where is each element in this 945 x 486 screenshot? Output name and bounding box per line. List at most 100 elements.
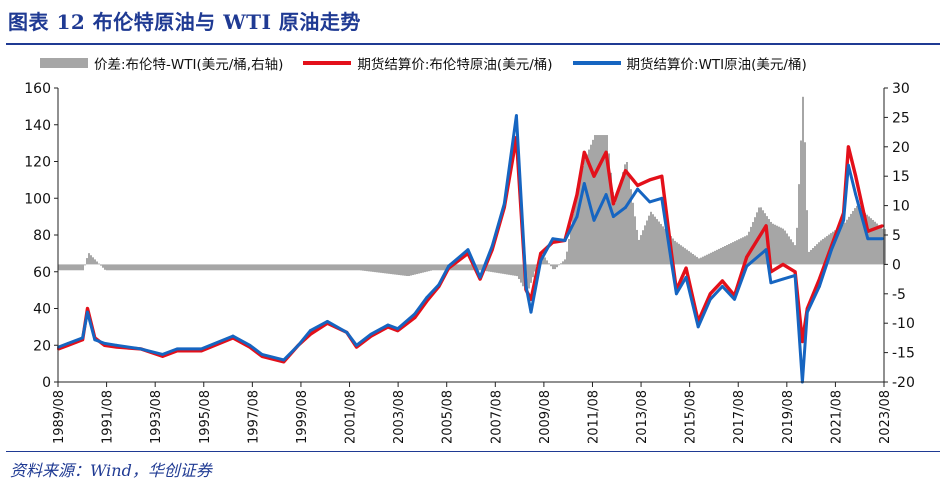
spread-bar (198, 264, 200, 271)
spread-bar (192, 264, 194, 271)
spread-bar (144, 264, 146, 271)
spread-bar (178, 264, 180, 271)
spread-bar (120, 264, 122, 271)
wti-point (575, 215, 579, 219)
spread-bar (112, 264, 114, 271)
spread-bar (286, 264, 288, 271)
spread-bar (704, 255, 706, 265)
spread-bar (644, 225, 646, 265)
wti-point (515, 114, 518, 117)
wti-point (830, 248, 833, 252)
spread-bar (796, 227, 798, 265)
y-right-tick-label: -15 (892, 346, 915, 362)
spread-bar (522, 264, 524, 287)
spread-bar (688, 251, 690, 265)
spread-bar (792, 242, 794, 265)
spread-bar (86, 258, 88, 265)
wti-point (425, 296, 429, 299)
spread-bar (636, 229, 638, 265)
spread-bar (182, 264, 184, 271)
spread-bar (656, 219, 658, 265)
spread-bar (684, 248, 686, 265)
spread-bar (378, 264, 380, 273)
wti-point (805, 310, 809, 314)
spread-bar (518, 264, 520, 280)
spread-bar (562, 261, 564, 265)
spread-bar (854, 208, 856, 265)
y-right-tick-label: 10 (892, 199, 910, 215)
wti-point (611, 215, 615, 219)
spread-bar (728, 244, 730, 265)
wti-point (86, 310, 89, 314)
spread-bar (284, 264, 286, 271)
spread-bar (468, 264, 470, 271)
spread-bar (190, 264, 192, 271)
spread-bar (880, 227, 882, 265)
spread-bar (212, 264, 214, 271)
spread-bar (612, 192, 614, 265)
spread-bar (234, 264, 236, 271)
spread-bar (244, 264, 246, 271)
spread-bar (424, 264, 426, 273)
spread-bar (344, 264, 346, 271)
spread-bar (500, 264, 502, 274)
spread-bar (114, 264, 116, 271)
wti-point (636, 187, 640, 191)
spread-bar (250, 264, 252, 271)
spread-bar (328, 264, 330, 271)
spread-bar (74, 264, 76, 271)
spread-bar (822, 238, 824, 265)
spread-bar (488, 264, 490, 272)
spread-bar (678, 243, 680, 265)
spread-bar (374, 264, 376, 273)
spread-bar (594, 135, 596, 265)
brent-point (745, 255, 749, 259)
spread-bar (560, 263, 562, 265)
spread-bar (222, 264, 224, 271)
spread-bar (520, 264, 522, 283)
spread-bar (724, 245, 726, 265)
wti-point (781, 277, 785, 281)
legend-item-wti: 期货结算价:WTI原油(美元/桶) (572, 53, 807, 73)
spread-bar (370, 264, 372, 272)
spread-bar (440, 264, 442, 271)
spread-bar (806, 210, 808, 265)
spread-bar (492, 264, 494, 273)
wti-point (386, 323, 390, 327)
spread-bar (100, 264, 102, 266)
spread-bar (276, 264, 278, 271)
spread-bar (148, 264, 150, 271)
spread-bar (258, 264, 260, 271)
spread-bar (236, 264, 238, 271)
spread-bar (340, 264, 342, 271)
wti-point (355, 343, 358, 347)
spread-bar (388, 264, 390, 274)
y-right-tick-label: 25 (892, 110, 910, 126)
spread-bar (480, 264, 482, 271)
spread-bar (592, 139, 594, 265)
wti-point (670, 261, 673, 264)
spread-bar (406, 264, 408, 276)
spread-bar (246, 264, 248, 271)
spread-bar (72, 264, 74, 271)
spread-bar (638, 239, 640, 265)
wti-point (309, 329, 312, 332)
spread-bar (512, 264, 514, 276)
spread-bar (266, 264, 268, 271)
spread-bar (662, 226, 664, 265)
wti-point (696, 325, 700, 329)
spread-bar (466, 264, 468, 271)
spread-bar (794, 245, 796, 265)
wti-point (478, 275, 482, 279)
spread-bar (556, 264, 558, 268)
wti-point (604, 193, 608, 196)
spread-bar (666, 231, 668, 265)
y-right-tick-label: 5 (892, 228, 901, 244)
brent-point (708, 292, 712, 296)
wti-point (854, 193, 858, 196)
spread-bar (160, 264, 162, 271)
spread-bar (272, 264, 274, 271)
spread-bar (292, 264, 294, 271)
y-right-tick-label: -10 (892, 316, 915, 332)
spread-bar (262, 264, 264, 271)
